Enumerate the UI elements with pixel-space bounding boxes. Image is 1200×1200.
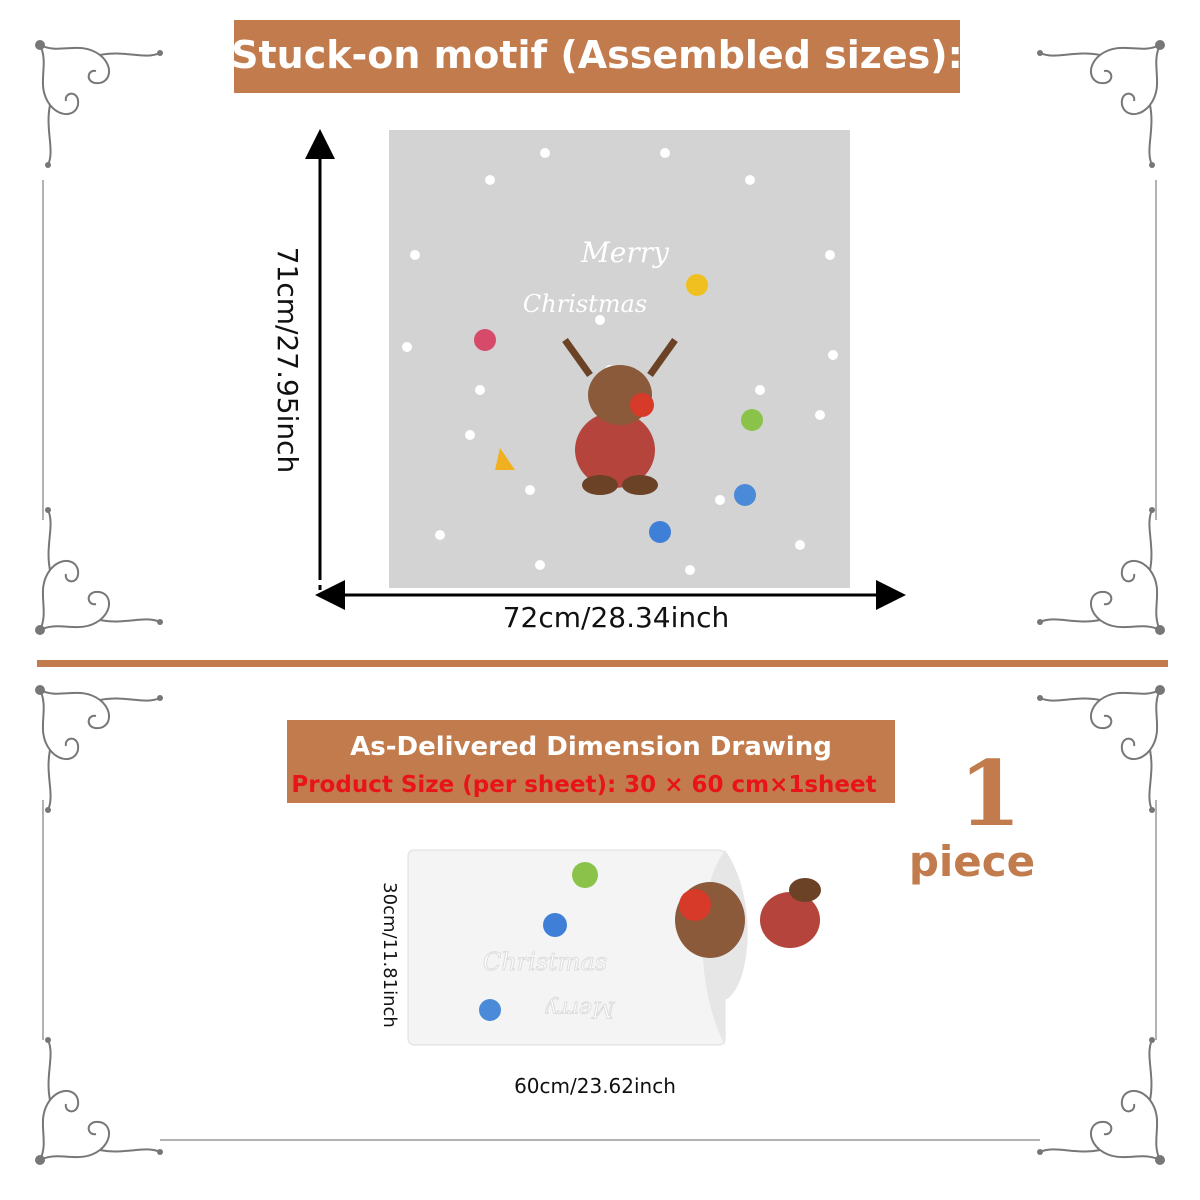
sheet-height-label: 30cm/11.81inch [379, 882, 400, 1028]
snow [402, 148, 838, 575]
ornament [1036, 506, 1166, 636]
ornament [34, 1036, 164, 1166]
delivered-banner [287, 720, 895, 803]
ornament [1036, 1036, 1166, 1166]
reindeer [562, 337, 678, 495]
artwork-text: Christmas [523, 290, 647, 318]
product-size: Product Size (per sheet): 30 × 60 cm×1sh… [291, 772, 876, 798]
delivered-title: As-Delivered Dimension Drawing [350, 732, 832, 762]
width-label: 72cm/28.34inch [503, 601, 730, 634]
sheet-width-label: 60cm/23.62inch [514, 1074, 676, 1098]
frame [42, 180, 1157, 1141]
quantity-unit: piece [909, 837, 1035, 886]
title: Stuck-on motif (Assembled sizes): [231, 33, 963, 77]
artwork-text: Christmas [483, 948, 607, 976]
product-image [389, 130, 850, 588]
ornament [34, 684, 164, 814]
ornament [34, 39, 164, 169]
ornament [1036, 684, 1166, 814]
title-banner [234, 20, 960, 93]
ornament [1036, 39, 1166, 169]
height-label: 71cm/27.95inch [271, 247, 304, 474]
divider [37, 660, 1168, 667]
artwork-text: Merry [580, 236, 670, 269]
sheet-art [479, 862, 821, 1021]
ornament [34, 506, 164, 636]
ornaments [474, 274, 763, 543]
quantity-number: 1 [959, 741, 1022, 847]
artwork-text: Merry [545, 996, 616, 1021]
